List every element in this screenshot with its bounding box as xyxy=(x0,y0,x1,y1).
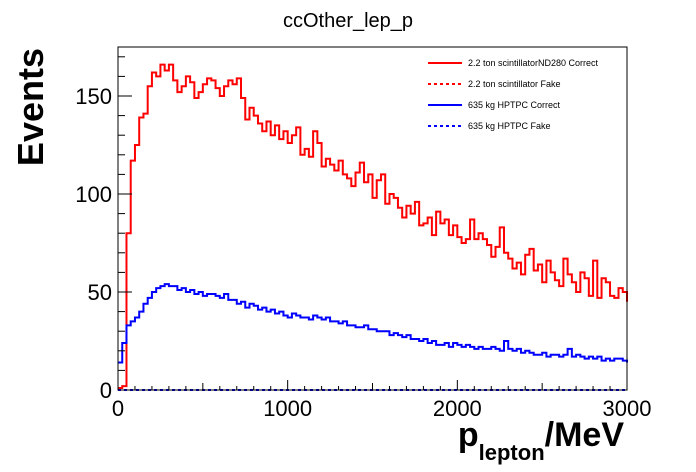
x-axis-label-main: p xyxy=(458,416,479,454)
x-tick-label: 3000 xyxy=(603,396,652,421)
x-tick-label: 0 xyxy=(112,396,124,421)
legend-label-2: 2.2 ton scintillator Fake xyxy=(468,79,561,89)
y-tick-label: 0 xyxy=(100,378,112,403)
series-layer xyxy=(118,63,628,391)
y-tick-label: 50 xyxy=(88,280,112,305)
legend-label-4: 635 kg HPTPC Fake xyxy=(468,121,551,131)
x-axis-label: plepton/MeV xyxy=(458,416,624,465)
legend-label-1: 2.2 ton scintillatorND280 Correct xyxy=(468,58,599,68)
y-tick-label: 150 xyxy=(75,84,112,109)
series-line-3 xyxy=(118,283,628,364)
axes-layer: 0 1000 2000 3000 0 50 100 150 xyxy=(75,46,652,421)
chart-title: ccOther_lep_p xyxy=(283,10,413,32)
x-axis-label-sub: lepton xyxy=(479,440,545,465)
legend-label-3: 635 kg HPTPC Correct xyxy=(468,100,561,110)
legend: 2.2 ton scintillatorND280 Correct 2.2 ton… xyxy=(428,58,599,131)
x-tick-label: 2000 xyxy=(433,396,482,421)
series-line-1 xyxy=(118,63,628,390)
y-axis-label: Events xyxy=(10,48,51,166)
y-tick-label: 100 xyxy=(75,182,112,207)
x-tick-label: 1000 xyxy=(263,396,312,421)
x-axis-label-unit: /MeV xyxy=(545,416,625,454)
